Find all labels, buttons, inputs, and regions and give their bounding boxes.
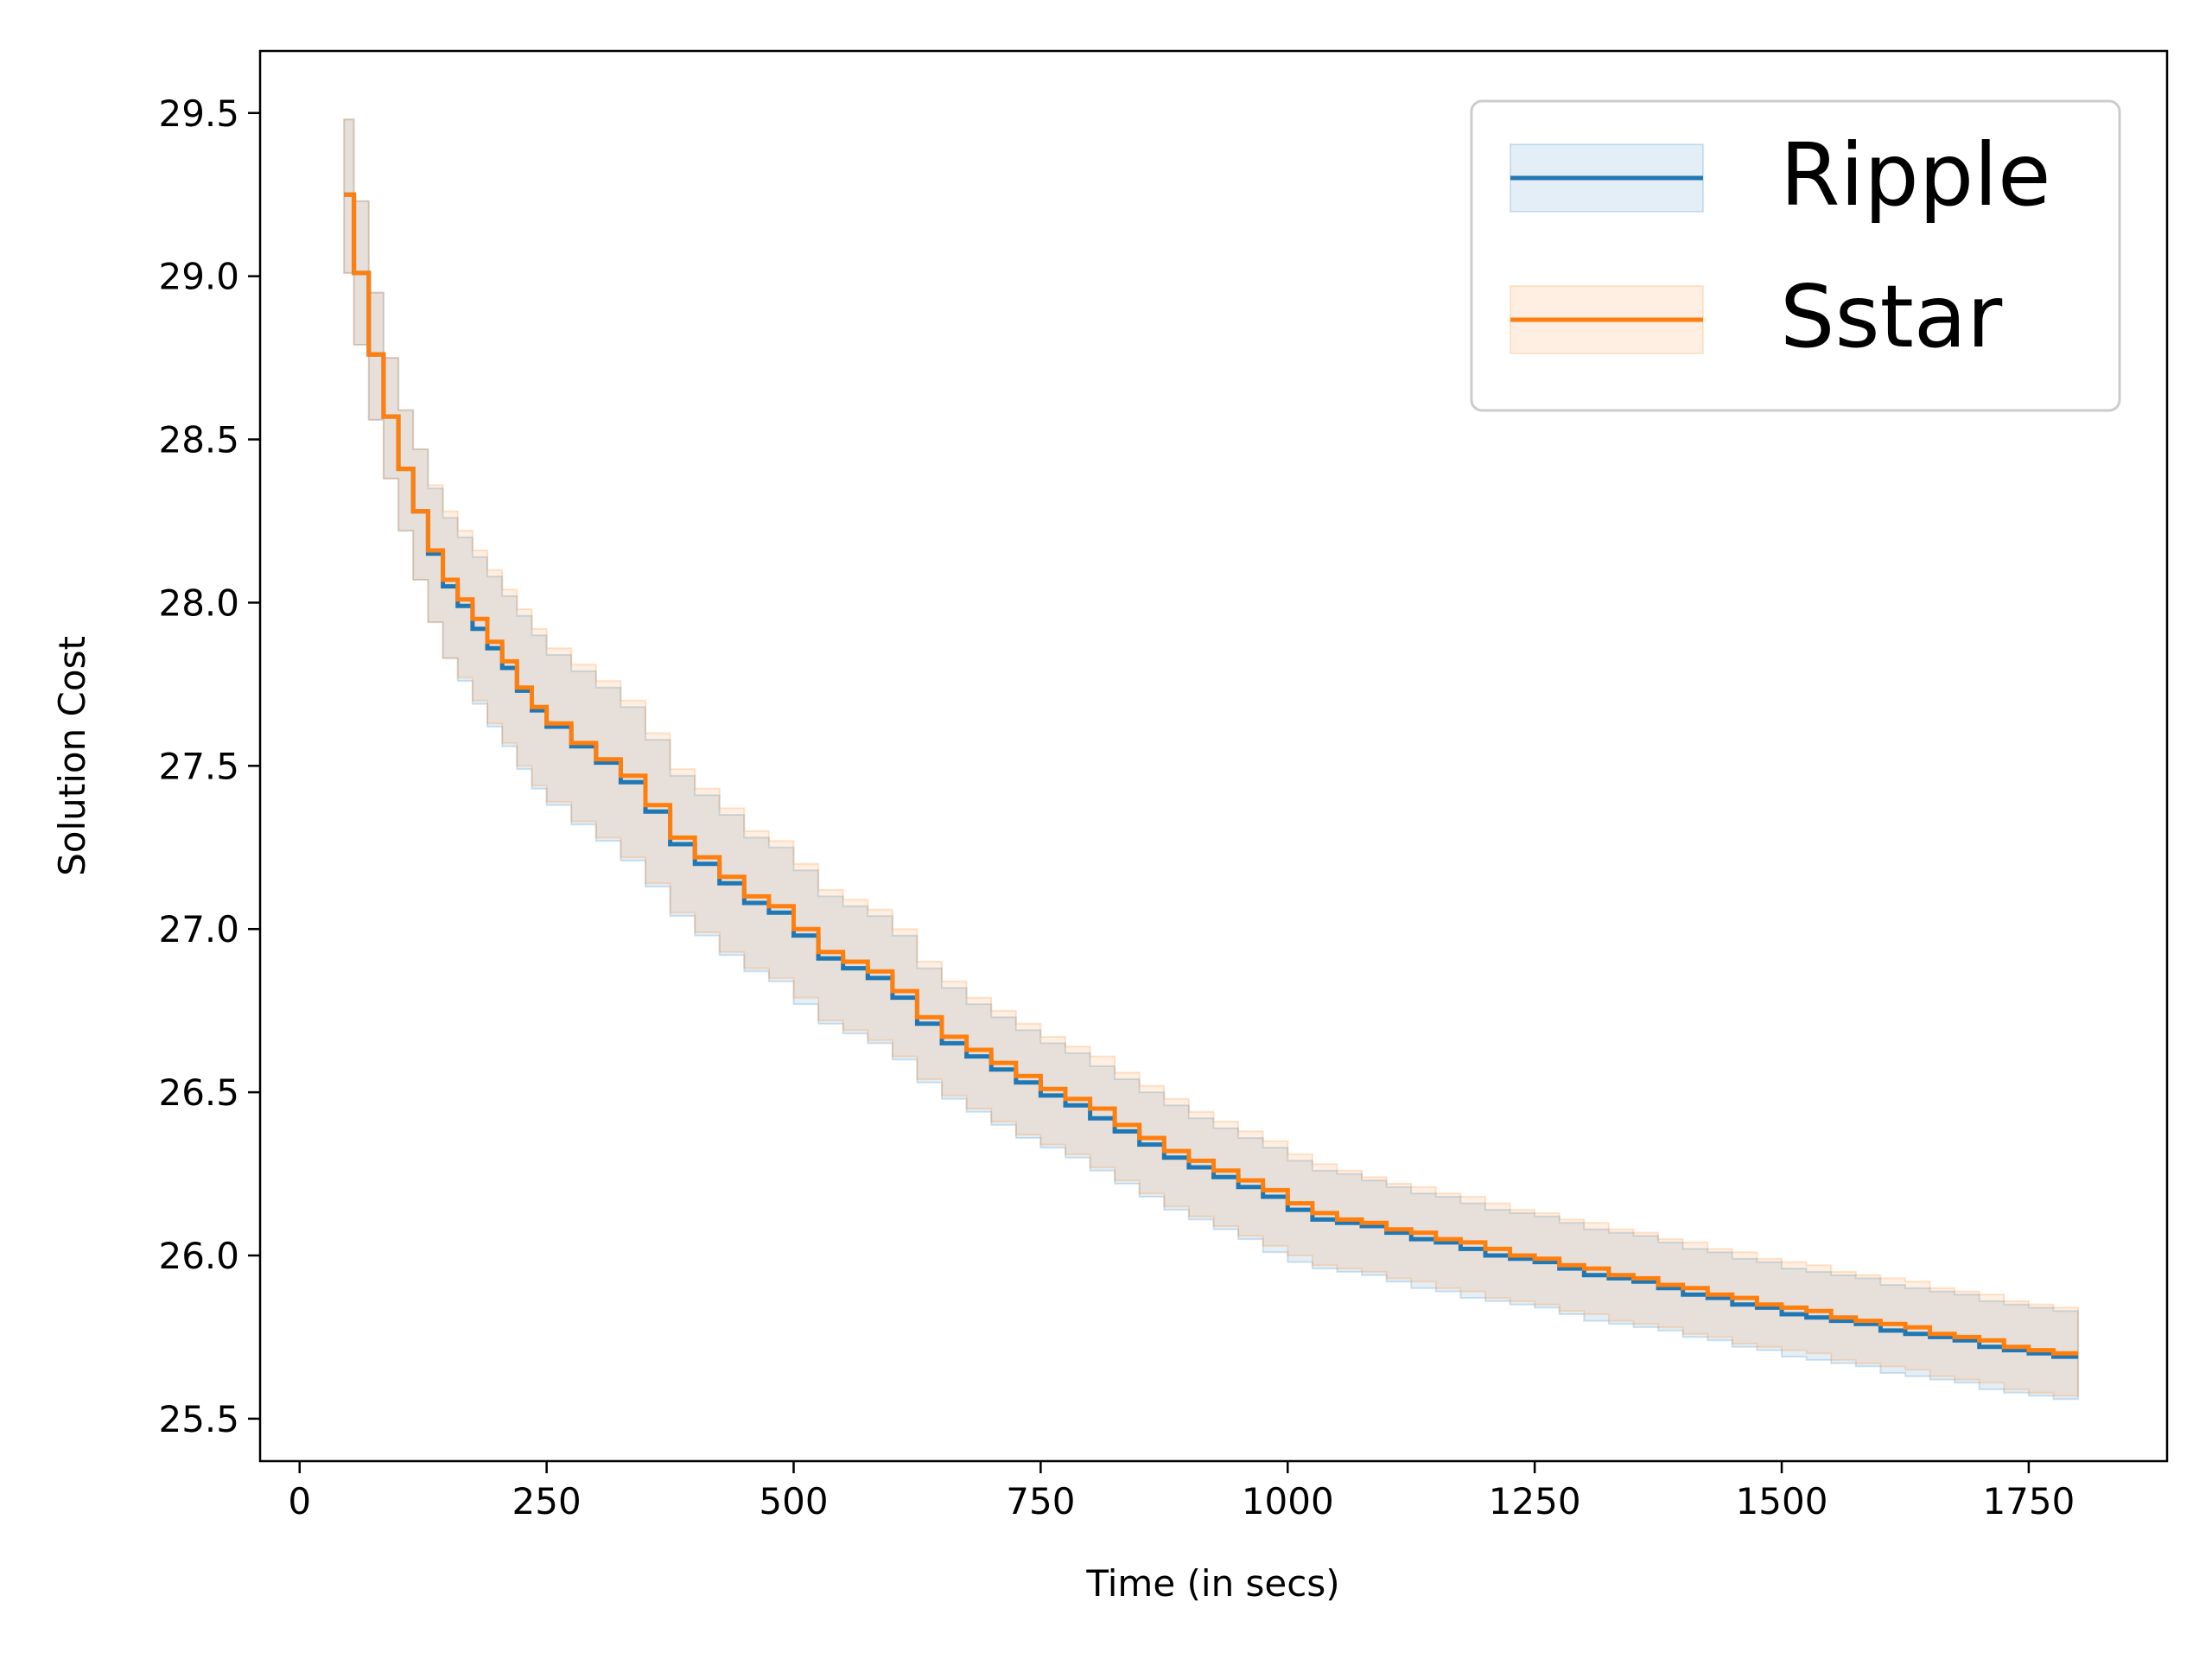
plot-frame — [258, 49, 2169, 1463]
y-axis-ticks: 25.5 26.0 26.5 27.0 27.5 28.0 28.5 29.0 29.5 — [158, 92, 260, 1440]
x-tick-label: 500 — [759, 1480, 828, 1522]
x-axis-label: Time (in secs) — [1085, 1562, 1339, 1605]
y-tick-label: 27.5 — [158, 745, 239, 787]
series-lines — [344, 192, 2079, 1359]
x-tick-label: 0 — [288, 1480, 311, 1522]
legend: Ripple Sstar — [1470, 99, 2121, 412]
y-tick-label: 26.0 — [158, 1235, 239, 1277]
x-tick-label: 750 — [1006, 1480, 1075, 1522]
y-tick-label: 29.5 — [158, 92, 239, 135]
x-tick-label: 1500 — [1736, 1480, 1828, 1522]
x-tick-label: 1000 — [1242, 1480, 1334, 1522]
x-tick-label: 1250 — [1489, 1480, 1581, 1522]
legend-ripple-label: Ripple — [1780, 124, 2051, 226]
y-tick-label: 29.0 — [158, 256, 239, 298]
x-axis-ticks: 0 250 500 750 1000 1250 1500 1750 — [288, 1461, 2075, 1522]
x-tick-label: 1750 — [1982, 1480, 2075, 1522]
sstar-confidence-band — [343, 118, 2080, 1397]
legend-sstar-label: Sstar — [1780, 266, 2003, 367]
y-tick-label: 28.5 — [158, 419, 239, 461]
y-tick-label: 27.0 — [158, 908, 239, 950]
x-tick-label: 250 — [512, 1480, 582, 1522]
y-tick-label: 25.5 — [158, 1398, 239, 1440]
y-tick-label: 26.5 — [158, 1071, 239, 1114]
y-axis-label: Solution Cost — [51, 636, 93, 876]
y-tick-label: 28.0 — [158, 582, 239, 624]
sstar-series-line — [344, 192, 2079, 1356]
